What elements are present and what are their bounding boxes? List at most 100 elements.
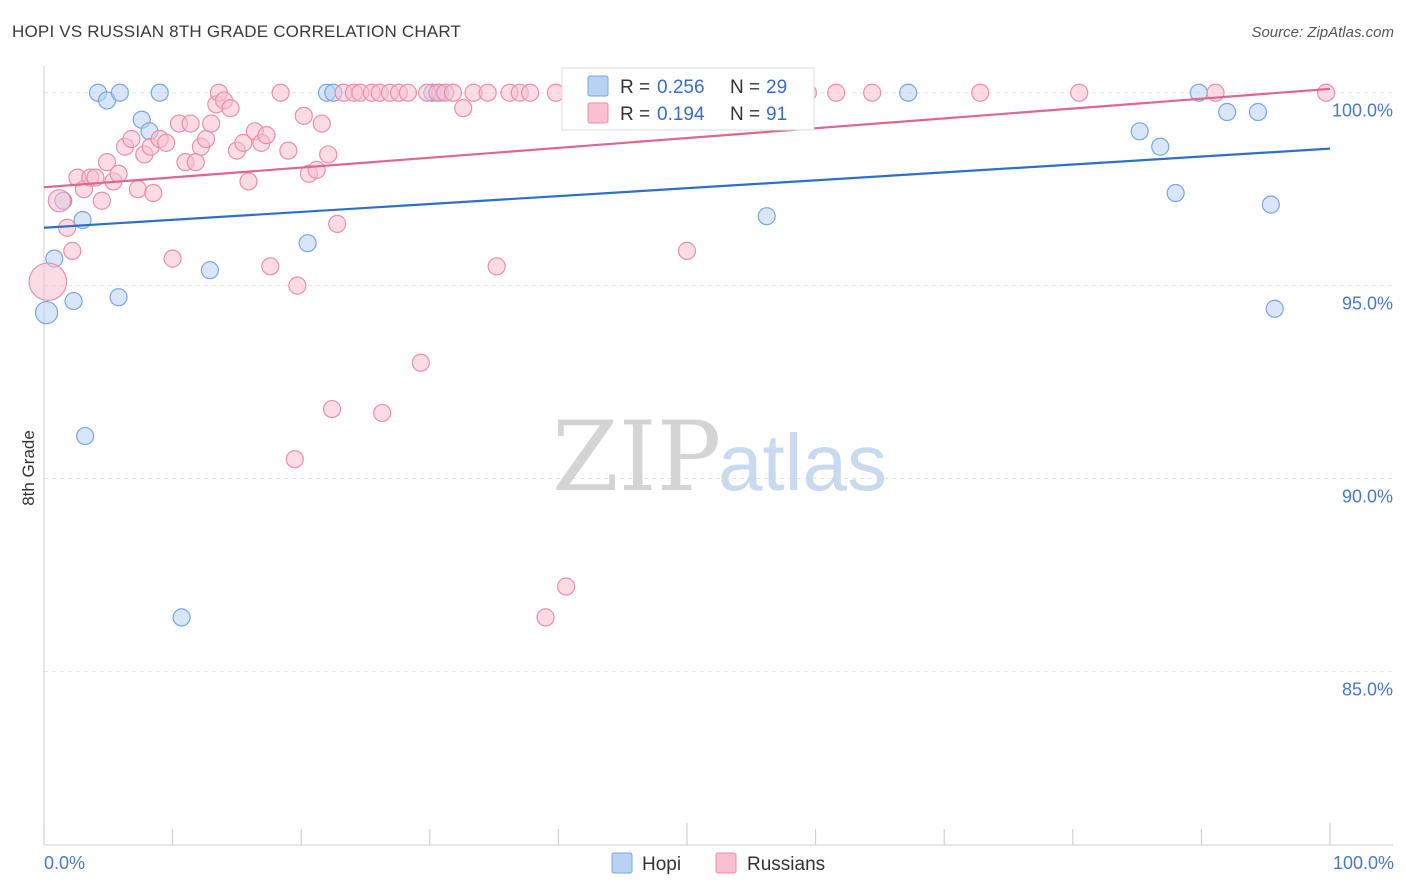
hopi-trend-line: [43, 147, 1331, 229]
hopi-point: [298, 234, 317, 253]
legend-label-hopi: Hopi: [642, 854, 681, 875]
russians-point: [294, 106, 313, 125]
russians-point: [557, 577, 576, 596]
hopi-point: [109, 288, 128, 307]
russians-point: [373, 403, 392, 423]
russians-point: [827, 83, 846, 102]
stats-legend: R = 0.256 N = 29 R = 0.194 N = 91: [561, 67, 815, 131]
russians-point: [288, 276, 307, 295]
russians-point: [307, 160, 326, 179]
legend-label-russians: Russians: [747, 854, 825, 875]
russians-point: [536, 608, 555, 627]
russians-points: [28, 83, 1336, 627]
stats-russians-r-value: 0.194: [657, 104, 705, 125]
chart-title: HOPI VS RUSSIAN 8TH GRADE CORRELATION CH…: [12, 22, 462, 41]
russians-point: [221, 99, 240, 118]
hopi-point: [172, 608, 191, 627]
stats-russians-r-label: R =: [620, 104, 650, 125]
stats-swatch-russians: [587, 102, 609, 124]
russians-point: [454, 99, 473, 118]
stats-russians-n-value: 91: [766, 104, 787, 125]
x-tick-labels: 0.0% 100.0%: [44, 853, 1394, 873]
x-tick-label-end: 100.0%: [1333, 853, 1394, 873]
y-axis-label: 8th Grade: [19, 430, 38, 506]
russians-point: [239, 172, 258, 191]
x-tick-label-start: 0.0%: [44, 853, 85, 873]
source-label: Source: ZipAtlas.com: [1251, 24, 1394, 41]
hopi-point: [150, 83, 169, 102]
legend-swatch-russians: [715, 852, 737, 874]
stats-russians-n-label: N =: [730, 104, 760, 125]
russians-point: [478, 83, 497, 102]
russians-point: [109, 164, 128, 183]
trend-lines: [43, 87, 1331, 229]
y-tick-label: 90.0%: [1342, 487, 1393, 507]
russians-point: [677, 241, 697, 260]
hopi-point: [76, 426, 95, 446]
stats-hopi-r-value: 0.256: [657, 77, 705, 98]
y-tick-label: 100.0%: [1332, 101, 1393, 121]
russians-point: [443, 83, 463, 102]
stats-hopi-n-value: 29: [766, 77, 787, 98]
russians-point: [328, 214, 347, 233]
russians-point: [971, 83, 990, 102]
legend-swatch-hopi: [611, 852, 633, 874]
russians-point: [322, 399, 342, 419]
russians-point: [163, 249, 182, 268]
russians-point: [319, 145, 338, 164]
hopi-point: [1261, 195, 1280, 214]
y-tick-label: 95.0%: [1342, 294, 1393, 314]
russians-point: [92, 191, 111, 210]
russians-point: [312, 114, 331, 133]
russians-point: [181, 114, 200, 133]
russians-point: [271, 83, 290, 102]
russians-point: [144, 183, 163, 203]
watermark-zip: ZIP: [552, 401, 721, 513]
series-legend: Hopi Russians: [611, 852, 825, 875]
watermark-atlas: atlas: [718, 418, 887, 507]
russians-point: [398, 83, 418, 102]
y-tick-label: 85.0%: [1342, 679, 1393, 699]
russians-point: [86, 168, 105, 187]
russians-point: [47, 189, 72, 213]
russians-point: [261, 257, 280, 276]
hopi-point: [110, 83, 129, 102]
stats-swatch-hopi: [587, 75, 609, 97]
hopi-point: [1130, 122, 1149, 141]
hopi-point: [899, 83, 918, 102]
y-tick-labels: 100.0% 95.0% 90.0% 85.0%: [1332, 101, 1393, 700]
hopi-point: [757, 207, 776, 226]
russians-point: [1070, 83, 1089, 102]
hopi-point: [34, 300, 59, 325]
hopi-point: [1166, 183, 1185, 203]
russians-point: [234, 133, 253, 152]
russians-point: [202, 114, 221, 133]
russians-point: [1317, 83, 1336, 102]
russians-point: [863, 83, 882, 102]
russians-point: [63, 241, 82, 260]
axes: [43, 66, 1393, 846]
russians-point: [128, 180, 147, 199]
hopi-points: [34, 83, 1284, 627]
russians-point: [97, 153, 117, 172]
russians-point: [411, 353, 430, 372]
russians-point: [186, 153, 205, 172]
stats-hopi-n-label: N =: [730, 77, 760, 98]
hopi-point: [1265, 299, 1284, 318]
russians-point: [122, 129, 141, 149]
russians-point: [521, 83, 540, 102]
hopi-point: [64, 291, 83, 311]
russians-point: [487, 257, 506, 276]
russians-point: [279, 141, 298, 160]
russians-point: [28, 262, 68, 302]
russians-trend-line: [43, 87, 1331, 189]
hopi-point: [1248, 102, 1268, 122]
russians-point: [285, 450, 304, 469]
russians-point: [257, 126, 276, 145]
hopi-point: [200, 261, 219, 280]
russians-point: [157, 133, 176, 152]
hopi-point: [1151, 137, 1170, 156]
hopi-point: [1218, 102, 1237, 122]
russians-point: [196, 129, 216, 149]
